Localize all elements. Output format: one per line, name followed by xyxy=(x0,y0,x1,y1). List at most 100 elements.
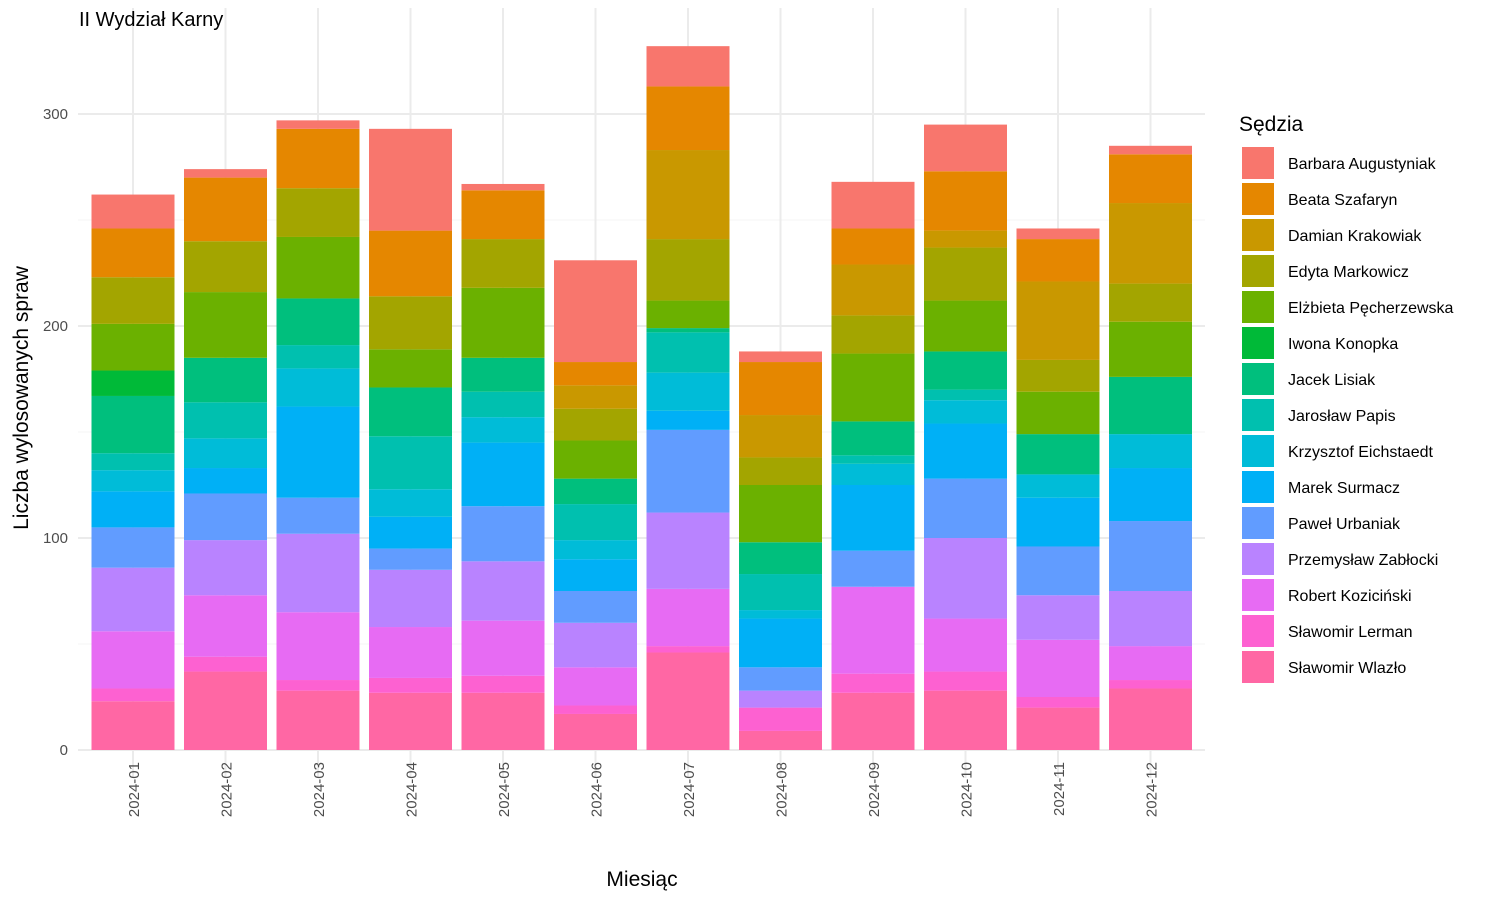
bar-segment: Barbara Augustyniak: 48 xyxy=(554,260,637,363)
bar-segment: Barbara Augustyniak: 22 xyxy=(831,181,915,229)
bar-segment: Elżbieta Pęcherzewska: 24 xyxy=(924,300,1007,352)
legend-swatch xyxy=(1240,613,1276,649)
legend-label: Przemysław Zabłocki xyxy=(1288,552,1438,569)
bar-segment: Przemysław Zabłocki: 37 xyxy=(276,533,360,613)
bar-segment: Marek Surmacz: 25 xyxy=(1109,468,1192,522)
bar-segment: Paweł Urbaniak: 15 xyxy=(554,591,637,623)
bar-segment: Beata Szafaryn: 28 xyxy=(276,128,360,189)
x-tick-label: 2024-09 xyxy=(866,762,883,817)
legend-swatch xyxy=(1240,397,1276,433)
legend-items: Barbara Augustyniak Beata Szafaryn Damian … xyxy=(1240,145,1454,685)
x-tick-label: 2024-10 xyxy=(959,762,976,817)
legend-label: Marek Surmacz xyxy=(1288,480,1400,497)
bar-segment: Paweł Urbaniak: 26 xyxy=(461,506,545,562)
legend-title: Sędzia xyxy=(1239,113,1304,136)
bar-segment: Edyta Markowicz: 13 xyxy=(739,457,822,485)
bar-segment: Elżbieta Pęcherzewska: 18 xyxy=(369,349,452,388)
bar-segment: Krzysztof Eichstaedt: 12 xyxy=(461,417,545,443)
legend-label: Elżbieta Pęcherzewska xyxy=(1288,300,1454,317)
bar-segment: Barbara Augustyniak: 22 xyxy=(924,124,1007,172)
legend-label: Iwona Konopka xyxy=(1288,336,1398,353)
bar-segment: Barbara Augustyniak: 4 xyxy=(276,120,360,129)
bar-segment: Beata Szafaryn: 30 xyxy=(646,86,730,151)
bar-segment: Robert Koziciński: 27 xyxy=(1016,639,1100,697)
bar-segment: Edyta Markowicz: 25 xyxy=(369,296,452,350)
bar-segment: Sławomir Lerman: 9 xyxy=(924,671,1007,691)
bar-segment: Krzysztof Eichstaedt: 14 xyxy=(184,438,267,469)
legend-label: Sławomir Lerman xyxy=(1288,624,1412,641)
bar-segment: Marek Surmacz: 26 xyxy=(924,423,1007,479)
bar-segment: Beata Szafaryn: 11 xyxy=(554,362,637,386)
y-tick-label: 100 xyxy=(43,530,68,547)
bar-segment: Jarosław Papis: 11 xyxy=(276,345,360,369)
bar-segment: Elżbieta Pęcherzewska: 31 xyxy=(184,292,267,358)
bar-segment: Edyta Markowicz: 15 xyxy=(554,408,637,441)
bar-segment: Edyta Markowicz: 15 xyxy=(1016,359,1100,392)
bar-segment: Edyta Markowicz: 23 xyxy=(276,188,360,237)
bar-segment: Edyta Markowicz: 22 xyxy=(91,277,175,324)
bar-segment: Paweł Urbaniak: 39 xyxy=(646,429,730,513)
x-tick-label: 2024-11 xyxy=(1051,762,1068,816)
bar-segment: Robert Koziciński: 27 xyxy=(646,588,730,647)
bar-segment: Barbara Augustyniak: 5 xyxy=(1016,228,1100,240)
bar-segment: Jacek Lisiak: 18 xyxy=(924,351,1007,390)
bar-segment: Elżbieta Pęcherzewska: 27 xyxy=(739,485,822,543)
bar-segment: Marek Surmacz: 9 xyxy=(646,410,730,430)
bar-segment: Elżbieta Pęcherzewska: 33 xyxy=(461,287,545,358)
bar-segment: Marek Surmacz: 17 xyxy=(91,491,175,528)
bar-segment: Krzysztof Eichstaedt: 18 xyxy=(276,368,360,407)
bar-segment: Damian Krakowiak: 11 xyxy=(554,385,637,409)
bar-segment: Beata Szafaryn: 23 xyxy=(91,228,175,278)
legend-label: Sławomir Wlazło xyxy=(1288,660,1406,677)
bar-segment: Przemysław Zabłocki: 26 xyxy=(1109,591,1192,647)
bar-segment: Paweł Urbaniak: 33 xyxy=(1109,521,1192,591)
bar-segment: Sławomir Wlazło: 27 xyxy=(369,692,452,750)
legend-swatch xyxy=(1240,145,1276,181)
x-tick-label: 2024-08 xyxy=(774,762,791,817)
bar-segment: Damian Krakowiak: 38 xyxy=(1109,203,1192,284)
bar-segment: Krzysztof Eichstaedt: 11 xyxy=(1016,474,1100,498)
bar-segment: Damian Krakowiak: 37 xyxy=(1016,281,1100,360)
bar-segment: Robert Koziciński: 41 xyxy=(831,586,915,674)
y-tick-label: 200 xyxy=(43,318,68,335)
bar-segment: Jarosław Papis: 17 xyxy=(554,504,637,541)
bar-segment: Jarosław Papis: 17 xyxy=(739,574,822,611)
bar-segment: Przemysław Zabłocki: 21 xyxy=(1016,595,1100,640)
bar-segment: Jacek Lisiak: 27 xyxy=(1109,376,1192,435)
bar-segment: Sławomir Lerman: 5 xyxy=(1016,697,1100,708)
x-tick-label: 2024-02 xyxy=(219,762,236,817)
bar-segment: Paweł Urbaniak: 11 xyxy=(739,667,822,691)
bar-segment: Paweł Urbaniak: 28 xyxy=(924,478,1007,538)
bar-segment: Sławomir Wlazło: 17 xyxy=(554,713,637,750)
bar-segment: Sławomir Wlazło: 27 xyxy=(461,692,545,750)
legend-swatch xyxy=(1240,361,1276,397)
bar-segment: Przemysław Zabłocki: 8 xyxy=(739,690,822,708)
bar-segment: Beata Szafaryn: 23 xyxy=(461,190,545,240)
bar-segment: Edyta Markowicz: 18 xyxy=(831,315,915,354)
bar-segment: Robert Koziciński: 27 xyxy=(91,631,175,689)
x-tick-label: 2024-01 xyxy=(126,762,143,817)
bar-segment: Paweł Urbaniak: 10 xyxy=(369,548,452,570)
bar-segment: Robert Koziciński: 25 xyxy=(924,618,1007,672)
bar-segment: Beata Szafaryn: 20 xyxy=(1016,239,1100,282)
bar-segment: Przemysław Zabłocki: 27 xyxy=(369,569,452,628)
bar-segment: Marek Surmacz: 15 xyxy=(554,559,637,591)
bar-segment: Marek Surmacz: 12 xyxy=(184,468,267,494)
bar-segment: Beata Szafaryn: 30 xyxy=(184,177,267,242)
bar-segment: Elżbieta Pęcherzewska: 18 xyxy=(554,440,637,479)
bar-segment: Przemysław Zabłocki: 21 xyxy=(554,622,637,668)
legend-swatch xyxy=(1240,541,1276,577)
bar-segment: Damian Krakowiak: 8 xyxy=(924,230,1007,248)
legend-label: Krzysztof Eichstaedt xyxy=(1288,444,1434,461)
bar-segment: Sławomir Lerman: 11 xyxy=(739,707,822,731)
bar-segment: Sławomir Lerman: 8 xyxy=(461,675,545,693)
bar-segment: Beata Szafaryn: 23 xyxy=(1109,154,1192,204)
bar-segment: Przemysław Zabłocki: 30 xyxy=(91,567,175,632)
bar-segment: Sławomir Wlazło: 23 xyxy=(91,701,175,750)
x-tick-label: 2024-05 xyxy=(496,762,513,817)
legend-label: Damian Krakowiak xyxy=(1288,228,1422,245)
bar-segment: Jacek Lisiak: 21 xyxy=(184,357,267,403)
bar-segment: Edyta Markowicz: 23 xyxy=(461,239,545,288)
legend-swatch xyxy=(1240,469,1276,505)
bar-segment: Marek Surmacz: 43 xyxy=(276,406,360,498)
